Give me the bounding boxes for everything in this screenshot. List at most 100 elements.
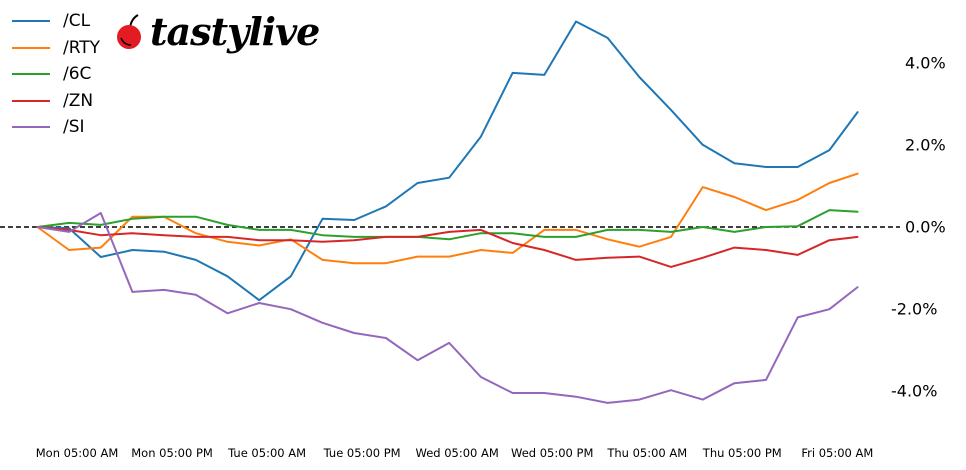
data-point: [290, 229, 292, 231]
data-point: [226, 224, 229, 226]
data-point: [416, 182, 419, 184]
data-point: [733, 382, 736, 384]
data-point: [670, 231, 672, 233]
legend-swatch: [12, 46, 50, 49]
data-point: [733, 162, 736, 165]
data-point: [99, 224, 102, 226]
legend-label: /SI: [63, 117, 85, 138]
data-point: [670, 236, 672, 238]
data-point: [511, 252, 514, 254]
data-point: [638, 76, 641, 78]
data-point: [353, 236, 356, 238]
data-point: [543, 236, 546, 238]
data-point: [448, 176, 451, 179]
data-point: [226, 312, 229, 315]
data-point: [195, 294, 197, 296]
x-tick-label: Mon 05:00 AM: [35, 446, 119, 460]
data-point: [543, 249, 546, 251]
data-point: [856, 236, 859, 238]
data-point: [258, 229, 260, 231]
data-point: [575, 20, 577, 23]
data-point: [765, 226, 767, 228]
data-point: [131, 291, 134, 293]
data-point: [416, 236, 419, 238]
x-tick-label: Mon 05:00 PM: [131, 446, 213, 460]
data-point: [856, 172, 859, 175]
data-point: [701, 186, 704, 188]
data-point: [480, 229, 482, 231]
data-point: [856, 210, 859, 213]
data-point: [575, 236, 577, 238]
data-point: [353, 332, 356, 334]
data-point: [131, 217, 134, 220]
x-tick-label: Tue 05:00 AM: [228, 446, 307, 460]
data-point: [448, 238, 451, 241]
data-point: [480, 376, 482, 378]
legend-item: /6C: [12, 61, 100, 88]
legend-swatch: [12, 73, 50, 76]
data-point: [163, 250, 165, 253]
data-point: [543, 229, 546, 231]
data-point: [385, 337, 387, 339]
data-point: [606, 37, 609, 39]
data-point: [638, 398, 641, 401]
data-point: [796, 225, 799, 227]
data-point: [416, 359, 419, 361]
data-point: [670, 109, 672, 111]
data-point: [195, 259, 197, 261]
data-point: [733, 196, 736, 198]
data-point: [480, 135, 482, 138]
legend: /CL/RTY/6C/ZN/SI: [12, 8, 100, 141]
legend-label: /6C: [63, 64, 92, 85]
data-point: [480, 232, 482, 234]
data-point: [796, 199, 799, 201]
data-point: [36, 226, 39, 228]
x-tick-label: Tue 05:00 PM: [323, 446, 401, 460]
data-point: [226, 275, 229, 278]
data-point: [796, 254, 799, 256]
y-tick-label: 0.0%: [905, 217, 946, 237]
data-point: [701, 257, 704, 259]
x-tick-label: Wed 05:00 AM: [415, 446, 499, 460]
data-point: [480, 249, 482, 251]
data-point: [99, 212, 102, 214]
legend-item: /RTY: [12, 35, 100, 62]
data-point: [99, 246, 102, 249]
data-point: [195, 236, 197, 238]
logo-text: tastylive: [150, 9, 320, 54]
data-point: [385, 262, 387, 264]
data-point: [511, 392, 514, 394]
data-point: [163, 215, 165, 218]
data-point: [163, 234, 165, 237]
cherry-icon: [117, 14, 141, 49]
data-point: [828, 209, 831, 211]
data-point: [765, 379, 767, 381]
legend-swatch: [12, 99, 50, 102]
legend-item: /SI: [12, 114, 100, 141]
data-point: [131, 249, 134, 251]
data-point: [290, 308, 292, 311]
x-tick-label: Wed 05:00 PM: [510, 446, 594, 460]
data-point: [733, 246, 736, 249]
y-tick-label: 2.0%: [905, 135, 946, 155]
data-point: [575, 229, 577, 231]
data-point: [796, 316, 799, 319]
legend-item: /ZN: [12, 88, 100, 115]
data-point: [258, 239, 260, 241]
data-point: [511, 72, 514, 74]
y-tick-label: 4.0%: [905, 53, 946, 73]
data-point: [828, 182, 831, 184]
data-point: [385, 205, 387, 208]
data-point: [575, 259, 577, 261]
data-point: [226, 236, 229, 238]
data-point: [511, 242, 514, 244]
data-point: [353, 262, 356, 264]
data-point: [670, 389, 672, 391]
series-line-cl: [37, 20, 859, 302]
data-point: [68, 222, 70, 224]
data-point: [385, 236, 387, 238]
data-point: [131, 215, 134, 218]
series-line-si: [37, 212, 859, 404]
data-point: [226, 240, 229, 243]
